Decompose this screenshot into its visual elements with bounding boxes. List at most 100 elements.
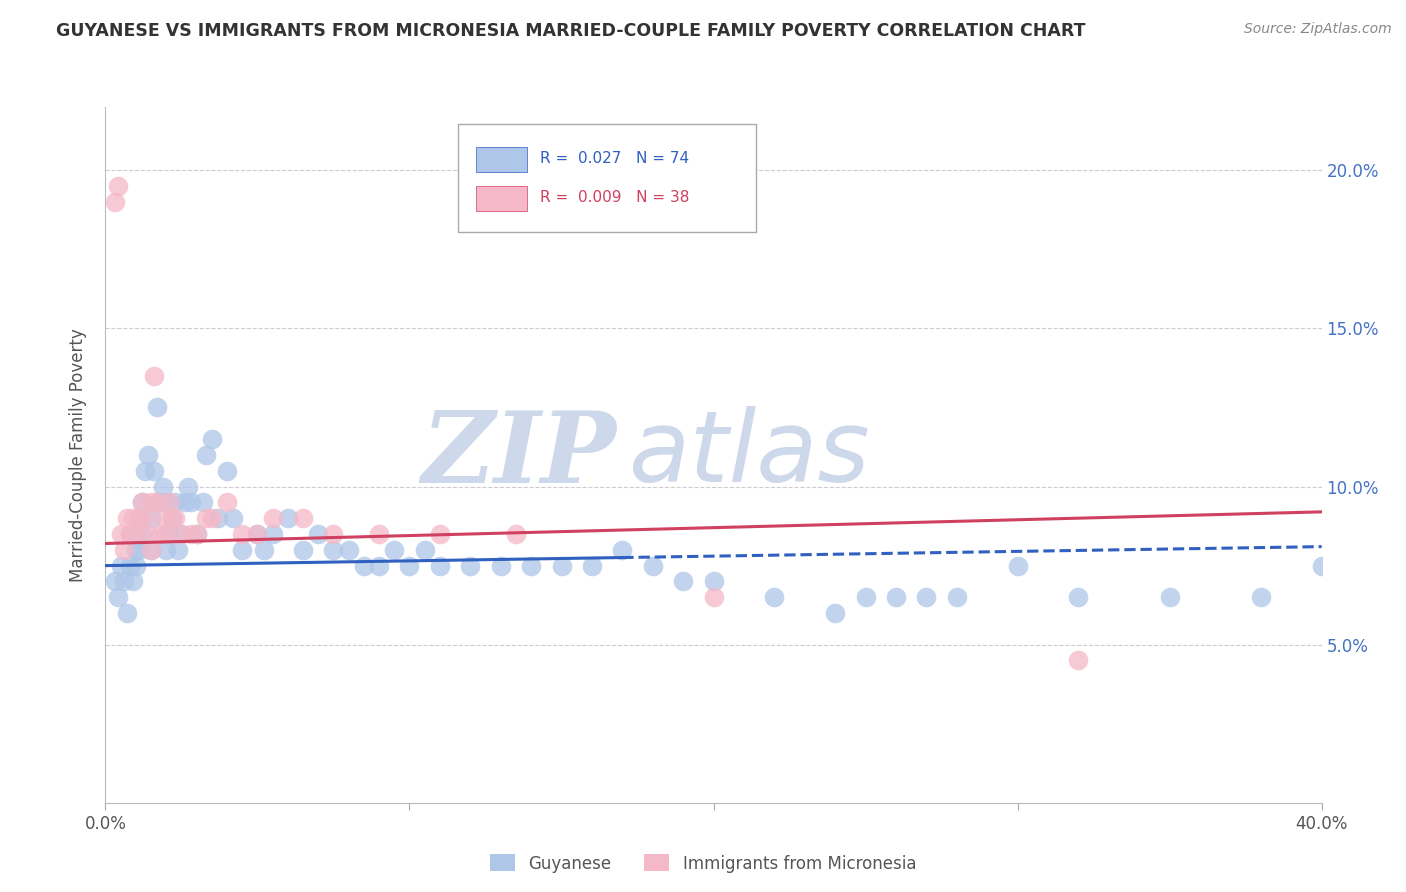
Point bbox=[382, 542, 405, 557]
Point bbox=[246, 527, 269, 541]
Point bbox=[146, 495, 169, 509]
FancyBboxPatch shape bbox=[477, 186, 527, 211]
Point bbox=[112, 542, 135, 557]
Point bbox=[322, 542, 344, 557]
Point bbox=[134, 464, 156, 478]
Text: R =  0.009   N = 38: R = 0.009 N = 38 bbox=[540, 190, 689, 205]
Point bbox=[194, 448, 217, 462]
Point bbox=[368, 527, 391, 541]
Point bbox=[413, 542, 436, 557]
Point bbox=[131, 527, 153, 541]
Point bbox=[136, 448, 159, 462]
Point bbox=[170, 527, 193, 541]
Point bbox=[191, 495, 214, 509]
Point bbox=[505, 527, 527, 541]
Point bbox=[107, 591, 129, 605]
Point bbox=[128, 542, 150, 557]
Legend: Guyanese, Immigrants from Micronesia: Guyanese, Immigrants from Micronesia bbox=[484, 847, 922, 880]
Point bbox=[186, 527, 208, 541]
Point bbox=[112, 574, 135, 589]
Point bbox=[855, 591, 877, 605]
Point bbox=[824, 606, 846, 620]
Point bbox=[110, 527, 132, 541]
Point bbox=[201, 511, 224, 525]
Text: R =  0.027   N = 74: R = 0.027 N = 74 bbox=[540, 151, 689, 166]
Point bbox=[262, 527, 284, 541]
Text: ZIP: ZIP bbox=[422, 407, 616, 503]
Point bbox=[231, 527, 253, 541]
Point bbox=[429, 527, 451, 541]
Point bbox=[139, 495, 162, 509]
Point bbox=[103, 574, 125, 589]
Point bbox=[1250, 591, 1272, 605]
Point bbox=[702, 574, 725, 589]
Point bbox=[131, 495, 153, 509]
Point bbox=[641, 558, 664, 573]
Point bbox=[165, 511, 187, 525]
Point bbox=[134, 511, 156, 525]
Point bbox=[143, 368, 166, 383]
Point bbox=[146, 401, 169, 415]
Point bbox=[1067, 653, 1090, 667]
Text: GUYANESE VS IMMIGRANTS FROM MICRONESIA MARRIED-COUPLE FAMILY POVERTY CORRELATION: GUYANESE VS IMMIGRANTS FROM MICRONESIA M… bbox=[56, 22, 1085, 40]
Point bbox=[170, 527, 193, 541]
Point bbox=[149, 495, 172, 509]
Point bbox=[173, 495, 195, 509]
Point bbox=[143, 464, 166, 478]
Point bbox=[155, 495, 177, 509]
Point bbox=[550, 558, 572, 573]
Point bbox=[207, 511, 229, 525]
Point bbox=[125, 527, 148, 541]
Point bbox=[110, 558, 132, 573]
Point bbox=[1007, 558, 1029, 573]
FancyBboxPatch shape bbox=[477, 147, 527, 172]
FancyBboxPatch shape bbox=[458, 124, 756, 232]
Point bbox=[672, 574, 695, 589]
Point bbox=[155, 542, 177, 557]
Point bbox=[155, 527, 177, 541]
Point bbox=[139, 542, 162, 557]
Point bbox=[337, 542, 360, 557]
Point bbox=[915, 591, 938, 605]
Point bbox=[136, 527, 159, 541]
Point bbox=[1310, 558, 1333, 573]
Point bbox=[1067, 591, 1090, 605]
Point bbox=[702, 591, 725, 605]
Point bbox=[763, 591, 786, 605]
Point bbox=[157, 495, 180, 509]
Point bbox=[118, 558, 141, 573]
Point bbox=[121, 574, 143, 589]
Point bbox=[520, 558, 543, 573]
Point bbox=[489, 558, 512, 573]
Point bbox=[139, 511, 162, 525]
Point bbox=[118, 527, 141, 541]
Point bbox=[103, 194, 125, 209]
Point bbox=[322, 527, 344, 541]
Point bbox=[429, 558, 451, 573]
Point bbox=[128, 511, 150, 525]
Point bbox=[165, 495, 187, 509]
Point bbox=[612, 542, 634, 557]
Point bbox=[115, 606, 138, 620]
Point bbox=[115, 511, 138, 525]
Point bbox=[222, 511, 245, 525]
Point bbox=[884, 591, 907, 605]
Point bbox=[398, 558, 420, 573]
Point bbox=[581, 558, 603, 573]
Point bbox=[152, 479, 174, 493]
Point bbox=[231, 542, 253, 557]
Point bbox=[458, 558, 481, 573]
Point bbox=[118, 527, 141, 541]
Point bbox=[292, 511, 315, 525]
Point bbox=[277, 511, 299, 525]
Point bbox=[1159, 591, 1181, 605]
Point bbox=[125, 542, 148, 557]
Point bbox=[201, 432, 224, 446]
Point bbox=[107, 179, 129, 194]
Point bbox=[180, 495, 202, 509]
Point bbox=[157, 527, 180, 541]
Point bbox=[162, 511, 184, 525]
Y-axis label: Married-Couple Family Poverty: Married-Couple Family Poverty bbox=[69, 328, 87, 582]
Point bbox=[162, 511, 184, 525]
Point bbox=[152, 511, 174, 525]
